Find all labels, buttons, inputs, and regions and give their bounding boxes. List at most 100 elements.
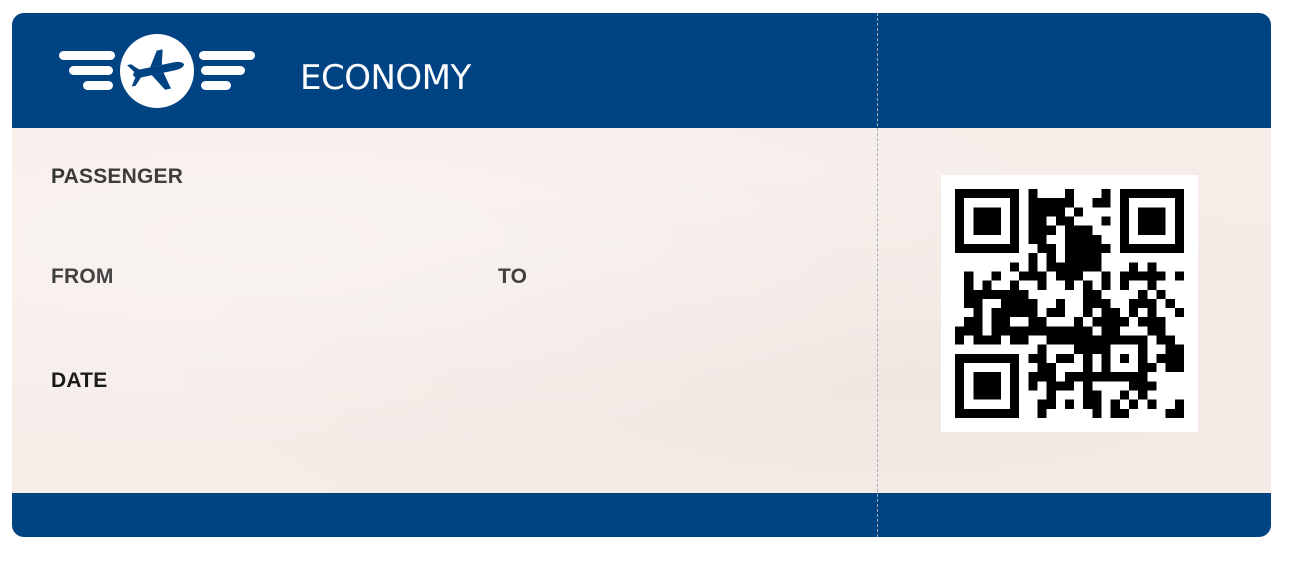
qr-module — [1000, 298, 1010, 309]
qr-module — [964, 298, 974, 309]
qr-module — [1037, 234, 1047, 244]
qr-module — [982, 289, 992, 299]
qr-module — [1147, 271, 1157, 281]
qr-module — [1028, 189, 1038, 199]
qr-module — [1101, 243, 1111, 254]
qr-module — [1064, 189, 1075, 199]
qr-module — [1055, 262, 1065, 272]
qr-module — [1037, 317, 1047, 327]
qr-module — [1037, 353, 1047, 364]
qr-module — [1009, 363, 1020, 373]
qr-module — [1174, 243, 1184, 254]
qr-module — [1129, 381, 1139, 391]
qr-module — [1092, 344, 1102, 354]
qr-module — [1083, 243, 1093, 254]
qr-module — [1037, 363, 1047, 373]
qr-module — [1147, 243, 1157, 254]
qr-module — [1101, 298, 1111, 309]
qr-module — [955, 399, 965, 409]
qr-module — [1009, 335, 1020, 345]
qr-module — [1046, 390, 1056, 400]
qr-module — [1046, 253, 1056, 263]
qr-module — [1147, 189, 1157, 199]
qr-module — [1019, 308, 1029, 318]
boarding-pass: ECONOMY PASSENGER FROM TO DATE — [12, 13, 1271, 537]
qr-module — [1165, 298, 1175, 309]
qr-module — [1174, 207, 1184, 217]
qr-module — [1129, 335, 1139, 345]
qr-module — [1156, 335, 1166, 345]
qr-module — [1092, 289, 1102, 299]
qr-module — [1174, 234, 1184, 244]
qr-module — [982, 225, 992, 235]
qr-module — [1028, 262, 1038, 272]
qr-module — [982, 216, 992, 226]
qr-module — [1101, 308, 1111, 318]
qr-code-icon — [955, 189, 1184, 418]
qr-module — [1092, 317, 1102, 327]
qr-module — [1083, 344, 1093, 354]
qr-module — [1119, 243, 1130, 254]
qr-module — [1037, 344, 1047, 354]
qr-module — [1009, 298, 1020, 309]
qr-module — [1009, 234, 1020, 244]
qr-module — [1119, 372, 1130, 382]
qr-module — [1156, 216, 1166, 226]
qr-module — [1009, 280, 1020, 290]
qr-module — [1019, 298, 1029, 309]
qr-module — [1138, 353, 1148, 364]
qr-module — [973, 317, 983, 327]
qr-module — [1156, 317, 1166, 327]
qr-module — [1138, 372, 1148, 382]
from-label: FROM — [51, 265, 114, 288]
qr-module — [982, 189, 992, 199]
qr-module — [1174, 363, 1184, 373]
qr-module — [1101, 198, 1111, 208]
qr-module — [1092, 390, 1102, 400]
qr-module — [991, 271, 1001, 281]
qr-module — [991, 326, 1001, 336]
qr-module — [982, 243, 992, 254]
qr-module — [1000, 353, 1010, 364]
qr-module — [1028, 308, 1038, 318]
qr-module — [1101, 353, 1111, 364]
qr-module — [973, 243, 983, 254]
qr-module — [1028, 317, 1038, 327]
qr-module — [991, 390, 1001, 400]
qr-module — [1174, 271, 1184, 281]
qr-module — [1083, 225, 1093, 235]
qr-module — [1174, 189, 1184, 199]
qr-module — [973, 216, 983, 226]
qr-module — [1147, 381, 1157, 391]
qr-module — [1009, 225, 1020, 235]
qr-module — [991, 189, 1001, 199]
qr-module — [1138, 271, 1148, 281]
qr-module — [1009, 216, 1020, 226]
qr-module — [964, 317, 974, 327]
qr-module — [955, 408, 965, 418]
qr-module — [1009, 289, 1020, 299]
qr-module — [1046, 308, 1056, 318]
qr-module — [991, 243, 1001, 254]
qr-module — [955, 381, 965, 391]
qr-module — [1101, 280, 1111, 290]
qr-module — [1119, 390, 1130, 400]
qr-module — [1174, 344, 1184, 354]
qr-module — [1138, 207, 1148, 217]
qr-module — [1083, 262, 1093, 272]
qr-module — [1074, 271, 1084, 281]
qr-module — [1074, 335, 1084, 345]
qr-module — [1009, 326, 1020, 336]
qr-module — [973, 335, 983, 345]
qr-module — [964, 353, 974, 364]
qr-module — [1101, 216, 1111, 226]
qr-module — [982, 372, 992, 382]
qr-module — [955, 363, 965, 373]
qr-module — [982, 408, 992, 418]
qr-module — [1165, 344, 1175, 354]
qr-module — [1119, 317, 1130, 327]
qr-module — [1147, 326, 1157, 336]
qr-module — [1074, 234, 1084, 244]
qr-module — [973, 207, 983, 217]
qr-module — [973, 298, 983, 309]
